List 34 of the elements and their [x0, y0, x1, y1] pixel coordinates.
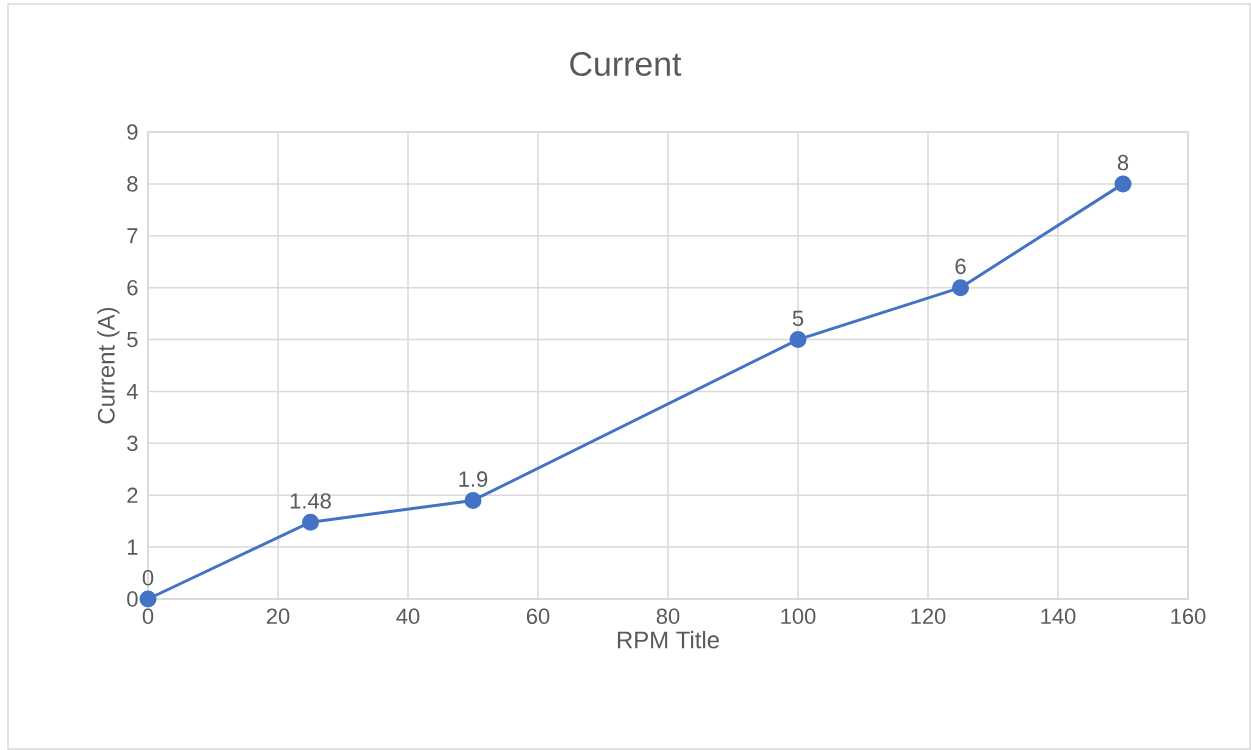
y-tick-label: 4: [126, 383, 138, 399]
x-tick-label: 140: [1041, 608, 1076, 625]
y-tick-label: 6: [127, 279, 138, 296]
data-label: 6: [955, 258, 966, 275]
point: [789, 331, 807, 349]
point: [464, 491, 482, 509]
x-tick-label: 60: [526, 608, 550, 625]
x-tick-label: 0: [142, 608, 154, 625]
data-label: 1.48: [290, 493, 331, 509]
point: [302, 513, 319, 531]
y-tick-label: 1: [127, 539, 138, 555]
y-tick-label: 0: [127, 591, 138, 607]
x-axis-title: RPM Title: [617, 630, 719, 649]
x-tick-label: 120: [911, 608, 946, 625]
data-label: 1.9: [459, 471, 488, 487]
point: [952, 279, 970, 297]
x-tick-label: 40: [396, 608, 420, 625]
y-tick-label: 3: [127, 435, 138, 452]
y-tick-label: 8: [127, 176, 138, 192]
y-axis-title: Current (A): [97, 307, 120, 424]
point: [139, 590, 157, 608]
data-label: 8: [1117, 154, 1129, 171]
point: [1114, 175, 1132, 193]
x-tick-label: 160: [1171, 608, 1206, 625]
y-tick-label: 9: [127, 124, 138, 140]
y-tick-label: 2: [127, 487, 138, 503]
chart-title: Current: [570, 52, 682, 76]
data-label: 5: [792, 310, 804, 327]
x-tick-label: 20: [266, 608, 290, 625]
y-tick-label: 7: [127, 228, 138, 244]
x-tick-label: 80: [656, 608, 680, 625]
data-label: 0: [142, 569, 154, 586]
x-tick-label: 100: [781, 608, 816, 625]
y-tick-label: 5: [127, 331, 138, 348]
